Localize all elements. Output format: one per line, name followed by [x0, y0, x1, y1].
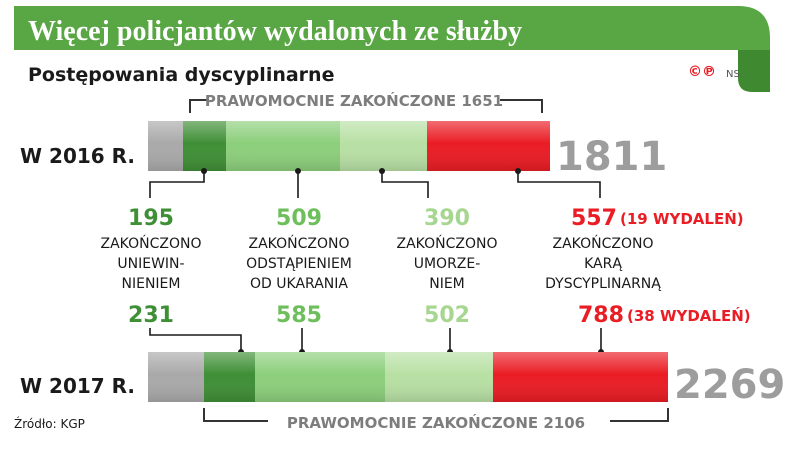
value-2017-punished: 788: [578, 303, 624, 328]
category-acquittal-line2: UNIEWIN-: [117, 256, 184, 272]
category-discontinued-line3: NIEM: [429, 276, 465, 292]
category-waived-line1: ZAKOŃCZONO: [249, 234, 350, 252]
year-label-2016: W 2016 R.: [20, 144, 135, 168]
note-2017-dismissals: (38 WYDALEŃ): [627, 306, 751, 325]
category-waived-line2: ODSTĄPIENIEM: [246, 256, 352, 272]
category-discontinued-line1: ZAKOŃCZONO: [397, 234, 498, 252]
finalized-label-2017: PRAWOMOCNIE ZAKOŃCZONE 2106: [287, 413, 585, 432]
title-banner: [14, 6, 770, 50]
connector-2016-discontinued: [381, 171, 429, 198]
dot-2016-discontinued: [379, 168, 385, 174]
category-waived-line3: OD UKARANIA: [250, 276, 348, 292]
chart-subtitle: Postępowania dyscyplinarne: [28, 64, 334, 86]
connector-2017-acquittal: [149, 328, 242, 352]
category-acquittal-line1: ZAKOŃCZONO: [101, 234, 202, 252]
note-2016-dismissals: (19 WYDALEŃ): [620, 209, 744, 228]
category-labels: ZAKOŃCZONO UNIEWIN- NIENIEM ZAKOŃCZONO O…: [101, 234, 662, 292]
chart-title: Więcej policjantów wydalonych ze służby: [28, 16, 522, 47]
dot-2016-waived: [295, 168, 301, 174]
dot-2016-punished: [515, 168, 521, 174]
connector-2016-punished: [517, 171, 601, 198]
connector-dots-2016: [201, 168, 521, 174]
value-2017-acquittal: 231: [128, 303, 174, 328]
bracket-2016: [189, 99, 543, 113]
banner-fold: [738, 50, 770, 92]
copyright-badge: ©℗: [688, 64, 716, 80]
value-2016-acquittal: 195: [128, 206, 174, 231]
category-acquittal-line3: NIENIEM: [122, 276, 181, 292]
category-punished-line2: KARĄ: [584, 256, 622, 272]
value-2017-discontinued: 502: [424, 303, 470, 328]
total-2016: 1811: [556, 134, 667, 180]
finalized-label-2016: PRAWOMOCNIE ZAKOŃCZONE 1651: [205, 91, 503, 110]
connectors-2017: [149, 328, 602, 352]
bracket-2017: [203, 408, 669, 422]
category-discontinued-line2: UMORZE-: [414, 256, 481, 272]
value-2017-waived: 585: [276, 303, 322, 328]
bar-2016: [148, 121, 550, 171]
bar-2017-shading: [148, 352, 668, 402]
value-2016-waived: 509: [276, 206, 322, 231]
author-initials: NS: [726, 69, 740, 80]
category-punished-line3: DYSCYPLINARNĄ: [545, 276, 661, 292]
bar-2016-shading: [148, 121, 550, 171]
dot-2016-acquittal: [201, 168, 207, 174]
total-2017: 2269: [674, 362, 785, 408]
source-note: Źródło: KGP: [14, 416, 85, 431]
value-2016-punished: 557: [571, 206, 617, 231]
connectors-2016: [149, 171, 601, 198]
category-punished-line1: ZAKOŃCZONO: [553, 234, 654, 252]
bar-2017: [148, 352, 668, 402]
connector-2016-acquittal: [149, 171, 205, 198]
value-2016-discontinued: 390: [424, 206, 470, 231]
year-label-2017: W 2017 R.: [20, 374, 135, 398]
